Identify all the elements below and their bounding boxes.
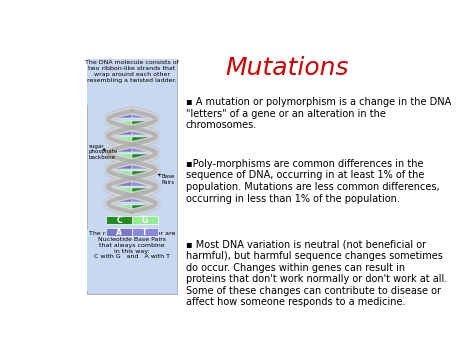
Bar [132, 205, 149, 211]
Text: Base
Pairs: Base Pairs [158, 174, 175, 185]
Text: A: A [116, 228, 122, 236]
Bar [87, 59, 177, 105]
Bar [115, 146, 132, 152]
FancyBboxPatch shape [87, 59, 177, 294]
Bar [115, 121, 132, 127]
Bar [115, 196, 132, 202]
Bar [115, 163, 132, 169]
Bar [132, 215, 157, 224]
Bar [132, 163, 149, 169]
Text: C: C [116, 215, 122, 224]
Bar [115, 137, 132, 143]
Text: Mutations: Mutations [225, 56, 349, 80]
Bar [115, 205, 132, 211]
Bar [115, 129, 132, 135]
Bar [132, 228, 157, 236]
Bar [132, 154, 149, 160]
Bar [132, 121, 149, 127]
Bar [132, 180, 149, 186]
Bar [115, 171, 132, 177]
Bar [132, 137, 149, 143]
Bar [115, 188, 132, 194]
Bar [87, 230, 177, 291]
Bar [115, 112, 132, 118]
Bar [106, 228, 132, 236]
Text: T: T [142, 228, 147, 236]
Bar [132, 171, 149, 177]
Text: ▪ Most DNA variation is neutral (not beneficial or
harmful), but harmful sequenc: ▪ Most DNA variation is neutral (not ben… [186, 239, 447, 307]
Bar [132, 129, 149, 135]
Bar [132, 196, 149, 202]
Text: The DNA molecule consists of
two ribbon-like strands that
wrap around each other: The DNA molecule consists of two ribbon-… [85, 60, 179, 83]
Bar [115, 154, 132, 160]
Text: sugar
phosphate
backbone: sugar phosphate backbone [89, 144, 118, 160]
Text: ▪Poly­morphisms are common differences in the
sequence of DNA, occurring in at l: ▪Poly­morphisms are common differences i… [186, 159, 439, 203]
Bar [106, 215, 132, 224]
Bar [115, 180, 132, 186]
Text: G: G [142, 215, 148, 224]
Bar [132, 146, 149, 152]
Text: ▪ A mutation or polymorphism is a change in the DNA
"letters" of a gene or an al: ▪ A mutation or polymorphism is a change… [186, 97, 451, 131]
Text: The rungs of the ladder are
Nucleotide Base Pairs
that always combine
in this wa: The rungs of the ladder are Nucleotide B… [89, 231, 175, 260]
Bar [132, 112, 149, 118]
Bar [132, 188, 149, 194]
